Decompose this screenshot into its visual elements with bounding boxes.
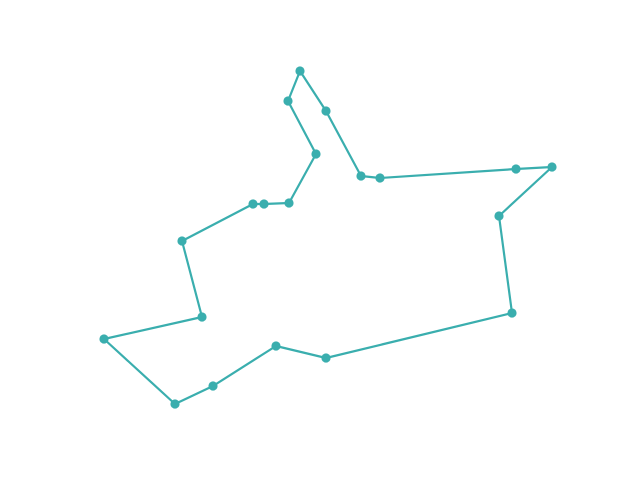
data-point (547, 162, 557, 172)
data-point (197, 312, 207, 322)
series-segment (298, 69, 328, 113)
data-point (248, 199, 258, 209)
series-segment (286, 99, 318, 156)
data-point (99, 334, 109, 344)
data-point (271, 341, 281, 351)
data-point (170, 399, 180, 409)
series-segment (324, 109, 363, 178)
data-point (321, 353, 331, 363)
series-segment (324, 311, 514, 360)
data-point (295, 66, 305, 76)
data-point (356, 171, 366, 181)
series-segment (286, 69, 302, 103)
series-segment (497, 165, 554, 218)
data-point (507, 308, 517, 318)
series-segment (180, 239, 204, 319)
data-point (283, 96, 293, 106)
series-segment (102, 315, 204, 341)
series-segment (211, 344, 278, 388)
series-segment (180, 202, 255, 243)
data-point (511, 164, 521, 174)
series-segment (378, 167, 518, 180)
data-point (208, 381, 218, 391)
data-point (321, 106, 331, 116)
series-lines (102, 69, 554, 406)
series-segment (287, 152, 318, 205)
data-point (311, 149, 321, 159)
data-point (177, 236, 187, 246)
data-point (284, 198, 294, 208)
data-point (375, 173, 385, 183)
data-point (259, 199, 269, 209)
data-point (494, 211, 504, 221)
series-points (99, 66, 557, 409)
series-segment (274, 344, 328, 360)
series-segment (514, 165, 554, 171)
series-segment (173, 384, 215, 406)
series-segment (102, 337, 177, 406)
series-segment (497, 214, 514, 315)
